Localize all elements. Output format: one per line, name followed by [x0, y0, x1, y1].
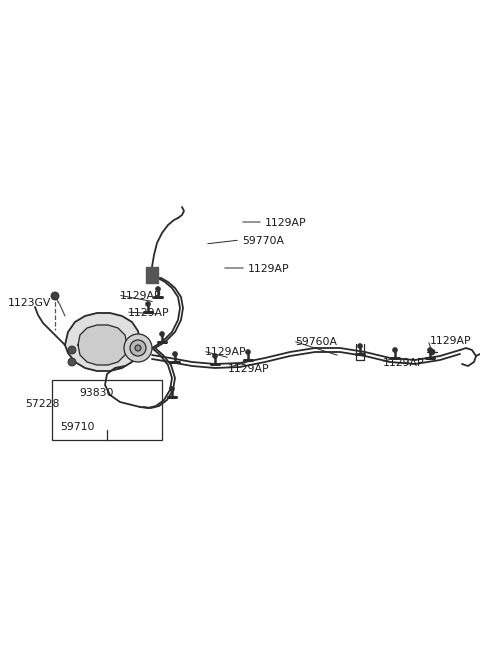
Text: 1129AP: 1129AP [128, 308, 169, 318]
Circle shape [245, 350, 251, 354]
Circle shape [130, 340, 146, 356]
Polygon shape [146, 267, 158, 283]
Text: 1129AP: 1129AP [205, 347, 247, 357]
Circle shape [145, 301, 151, 307]
Circle shape [358, 343, 362, 348]
Text: 57228: 57228 [25, 399, 60, 409]
Polygon shape [65, 313, 140, 371]
Text: 59710: 59710 [60, 422, 95, 432]
Text: 1129AP: 1129AP [228, 364, 270, 374]
Circle shape [51, 292, 59, 300]
Circle shape [68, 346, 76, 354]
Text: 1129AP: 1129AP [430, 336, 472, 346]
Circle shape [135, 345, 141, 351]
Circle shape [124, 334, 152, 362]
Text: 1129AP: 1129AP [265, 218, 307, 228]
Text: 59770A: 59770A [242, 236, 284, 246]
Circle shape [156, 286, 160, 291]
Text: 1123GV: 1123GV [8, 298, 51, 308]
Text: 1129AP: 1129AP [248, 264, 289, 274]
Text: 93830: 93830 [79, 388, 113, 398]
Polygon shape [78, 325, 127, 365]
Circle shape [68, 358, 76, 366]
Text: 59760A: 59760A [295, 337, 337, 347]
Circle shape [428, 348, 432, 352]
Circle shape [393, 348, 397, 352]
Circle shape [169, 386, 175, 392]
Circle shape [159, 331, 165, 337]
Circle shape [172, 352, 178, 356]
Circle shape [213, 354, 217, 358]
Circle shape [429, 349, 435, 355]
Bar [52, 380, 162, 440]
Text: 1129AP: 1129AP [120, 291, 162, 301]
Text: 1129AP: 1129AP [383, 358, 425, 368]
